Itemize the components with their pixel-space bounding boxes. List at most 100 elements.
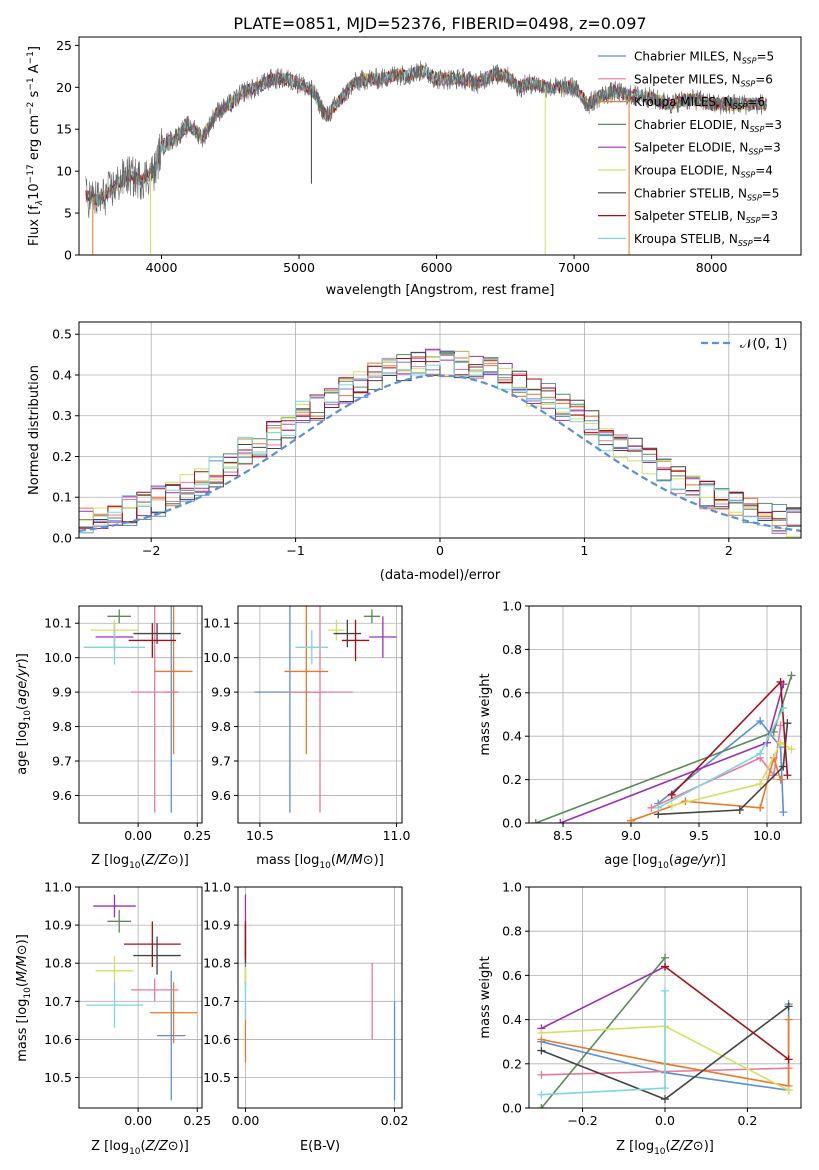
spectrum-line-salpeter_elodie — [85, 65, 767, 207]
spectrum-line-kroupa_stelib — [85, 65, 767, 206]
y-tick-label: 5 — [64, 206, 72, 221]
y-tick-label: 0.2 — [502, 1056, 522, 1071]
x-tick-label: 5000 — [283, 260, 315, 275]
weight-line-salpeter_elodie — [541, 965, 666, 1030]
weight-marker-salpeter_stelib — [661, 962, 669, 971]
plot-area — [537, 953, 793, 1108]
y-tick-label: 10.0 — [203, 650, 231, 665]
y-tick-label: 10.9 — [203, 918, 231, 933]
weight-marker-salpeter_stelib — [667, 790, 676, 799]
weight-marker-chabrier_elodie — [661, 953, 669, 962]
weight-marker-chabrier_stelib — [784, 1002, 793, 1011]
y-tick-label: 0.2 — [52, 449, 72, 464]
weight-marker-kroupa_elodie — [537, 1028, 546, 1037]
x-axis-label: (data-model)/error — [380, 568, 501, 583]
y-axis-label: mass weight — [478, 673, 493, 755]
y-tick-label: 10.8 — [44, 956, 72, 971]
legend-label-chabrier_miles: Chabrier MILES, NSSP=5 — [634, 50, 774, 66]
figure-title: PLATE=0851, MJD=52376, FIBERID=0498, z=0… — [233, 14, 646, 33]
panel-residuals: −2 −1 0 1 2 0.0 0.1 0.2 0.3 0.4 0.5 (data-model)/er… — [27, 321, 802, 583]
x-tick-label: 0.00 — [124, 828, 152, 843]
x-tick-label: 10.0 — [753, 828, 781, 843]
x-tick-label: 0.25 — [183, 828, 211, 843]
histogram-kroupa_stelib — [79, 353, 801, 534]
weight-marker-salpeter_miles — [647, 803, 656, 812]
y-tick-label: 0.4 — [52, 367, 72, 382]
panel-ebv-mass: 0.00 0.02 10.5 10.6 10.7 10.8 10.9 11.0 E(B-V) — [203, 880, 408, 1155]
y-tick-label: 10.1 — [203, 616, 231, 631]
y-tick-label: 9.8 — [52, 719, 72, 734]
panel-mass-age: 10.5 11.0 9.6 9.7 9.8 9.9 10.0 10.1 mass [log10(… — [203, 605, 411, 871]
x-tick-label: 9.0 — [621, 828, 641, 843]
x-axis-label: wavelength [Angstrom, rest frame] — [326, 283, 555, 298]
plot-area — [79, 348, 801, 538]
weight-marker-chabrier_elodie — [787, 671, 796, 680]
legend-label-salpeter_elodie: Salpeter ELODIE, NSSP=3 — [634, 141, 781, 157]
x-axis-label: age [log10(age/yr)] — [604, 853, 726, 871]
weight-marker-salpeter_miles — [537, 1070, 546, 1079]
x-axis-label: E(B-V) — [300, 1139, 340, 1154]
y-tick-label: 9.8 — [211, 719, 231, 734]
y-tick-label: 0.6 — [502, 685, 522, 700]
y-tick-label: 0.0 — [52, 531, 72, 546]
y-tick-label: 0.3 — [52, 408, 72, 423]
y-tick-label: 0 — [64, 248, 72, 263]
weight-line-chabrier_elodie — [535, 675, 793, 823]
weight-marker-kroupa_elodie — [667, 801, 676, 810]
weight-marker-kroupa_miles — [776, 775, 785, 784]
plot-area — [531, 671, 796, 823]
spectrum-data — [85, 60, 767, 219]
y-tick-label: 0.6 — [502, 968, 522, 983]
y-tick-label: 10.7 — [203, 994, 231, 1009]
y-tick-label: 11.0 — [44, 880, 72, 895]
y-tick-label: 10.5 — [44, 1070, 72, 1085]
y-tick-label: 10 — [56, 164, 72, 179]
weight-marker-salpeter_elodie — [556, 819, 565, 823]
y-tick-label: 9.7 — [211, 754, 231, 769]
weight-marker-kroupa_elodie — [784, 1086, 793, 1095]
x-tick-label: 8000 — [696, 260, 728, 275]
x-tick-label: 9.5 — [689, 828, 709, 843]
y-tick-label: 0.2 — [502, 772, 522, 787]
axes-frame — [78, 605, 203, 824]
weight-marker-chabrier_elodie — [537, 1104, 546, 1108]
x-tick-label: −0.2 — [567, 1113, 597, 1128]
x-tick-label: 8.5 — [553, 828, 573, 843]
x-tick-label: 2 — [725, 543, 733, 558]
y-tick-label: 0.1 — [52, 490, 72, 505]
y-tick-label: 0.5 — [52, 327, 72, 342]
panel-age-weight: 8.5 9.0 9.5 10.0 0.0 0.2 0.4 0.6 0.8 1.0 age [log1… — [478, 599, 802, 871]
x-tick-label: 6000 — [421, 260, 453, 275]
y-tick-label: 9.7 — [52, 754, 72, 769]
weight-marker-chabrier_stelib — [783, 719, 792, 728]
axes-frame — [237, 605, 403, 824]
x-tick-label: 4000 — [146, 260, 178, 275]
plot-area — [86, 894, 198, 1101]
weight-marker-kroupa_stelib — [654, 803, 663, 812]
y-tick-label: 9.9 — [211, 685, 231, 700]
weight-marker-chabrier_stelib — [537, 1046, 546, 1055]
weight-line-salpeter_stelib — [664, 965, 790, 1061]
panel-z-age: 0.00 0.25 9.6 9.7 9.8 9.9 10.0 10.1 Z [log10(Z/Z… — [15, 605, 211, 871]
y-tick-label: 9.6 — [211, 788, 231, 803]
y-axis-label: Normed distribution — [27, 365, 42, 495]
legend-label-gaussian: 𝒩(0, 1) — [740, 337, 787, 352]
x-tick-label: 11.0 — [383, 828, 411, 843]
x-axis-label: Z [log10(Z/Z⊙)] — [91, 853, 189, 871]
weight-marker-salpeter_stelib — [783, 771, 792, 780]
weight-marker-chabrier_stelib — [735, 805, 744, 814]
x-axis-label: Z [log10(Z/Z⊙)] — [616, 1139, 714, 1157]
weight-marker-chabrier_miles — [756, 717, 765, 726]
y-tick-label: 10.6 — [44, 1032, 72, 1047]
plot-area — [85, 60, 767, 255]
weight-marker-kroupa_stelib — [756, 749, 765, 758]
axes-frame — [528, 605, 802, 824]
x-axis-label: mass [log10(M/M⊙)] — [256, 853, 384, 871]
plot-area — [244, 894, 396, 1101]
x-tick-label: 0.02 — [381, 1113, 409, 1128]
weight-marker-kroupa_stelib — [779, 703, 788, 712]
y-tick-label: 10.1 — [44, 616, 72, 631]
weight-line-salpeter_stelib — [671, 680, 789, 796]
weight-marker-kroupa_miles — [756, 803, 765, 812]
